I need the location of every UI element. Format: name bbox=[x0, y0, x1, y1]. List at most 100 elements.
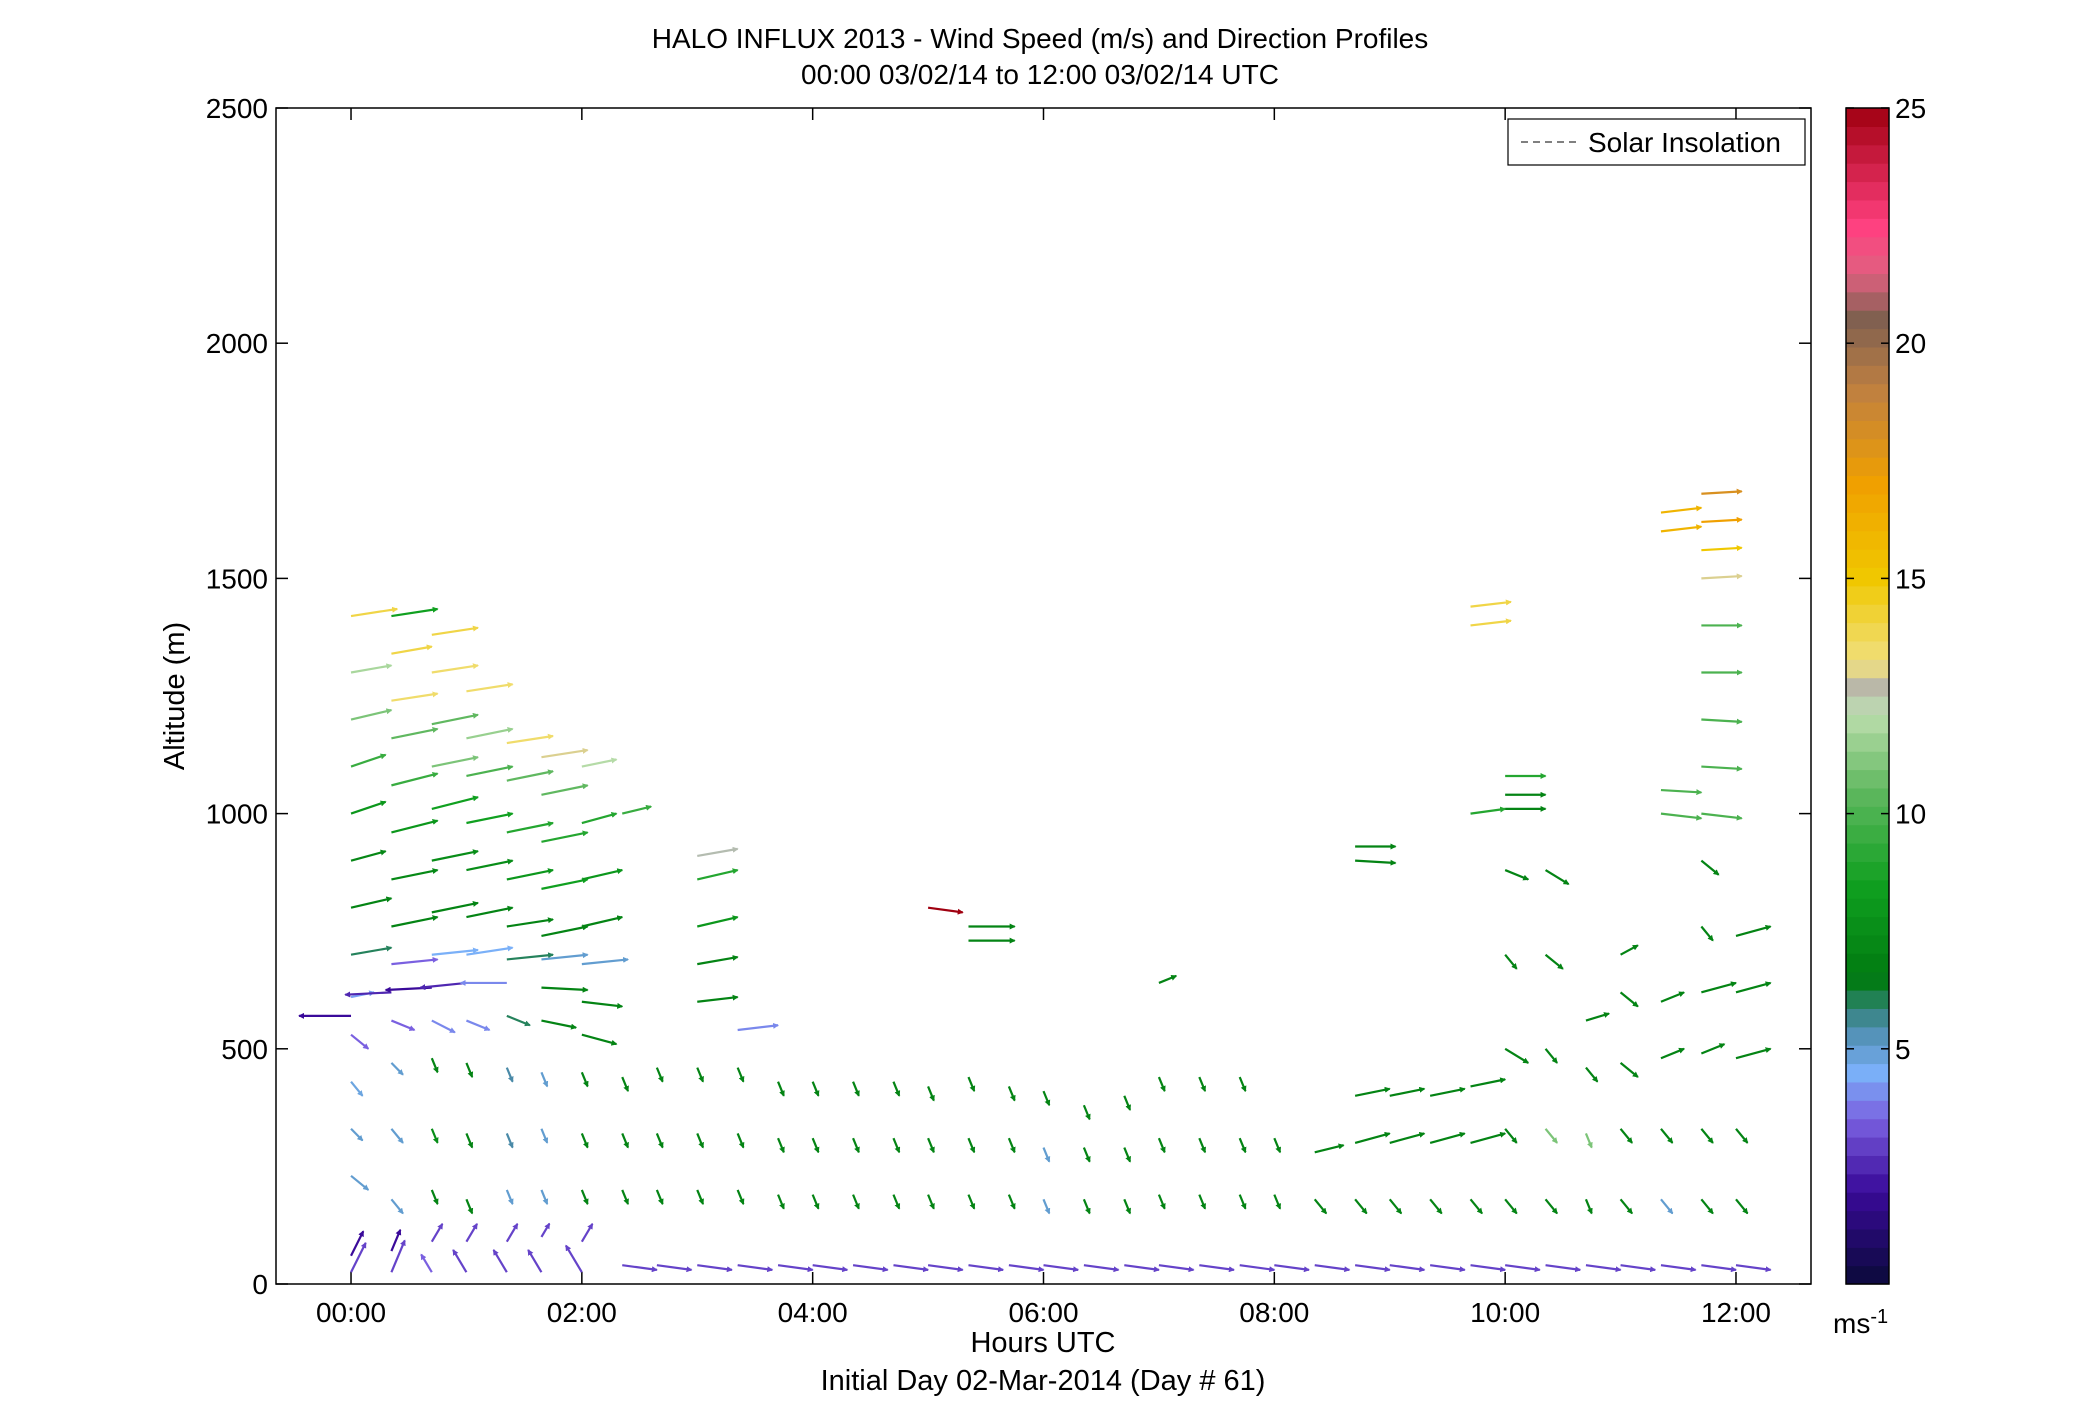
wind-vector bbox=[1701, 516, 1743, 524]
wind-vector bbox=[967, 1194, 976, 1210]
y-axis: 0 500 1000 1500 2000 2500 bbox=[206, 93, 1811, 1300]
wind-vector bbox=[1354, 1198, 1368, 1215]
wind-vector bbox=[1545, 1264, 1582, 1273]
colorbar-band bbox=[1846, 971, 1889, 991]
wind-vector bbox=[777, 1137, 785, 1154]
colorbar-band bbox=[1846, 144, 1889, 164]
wind-vector bbox=[391, 915, 439, 928]
wind-vector bbox=[621, 1076, 630, 1093]
wind-vector bbox=[1354, 1264, 1391, 1273]
wind-vector bbox=[506, 1014, 531, 1027]
wind-vector bbox=[1388, 1198, 1403, 1215]
wind-vector bbox=[466, 682, 514, 693]
wind-vector bbox=[1701, 981, 1737, 994]
colorbar-band bbox=[1846, 622, 1889, 642]
wind-vector bbox=[390, 1239, 406, 1273]
wind-vector bbox=[737, 1022, 780, 1032]
wind-vector bbox=[541, 986, 589, 993]
colorbar-band bbox=[1846, 585, 1889, 605]
wind-vector bbox=[1429, 1264, 1466, 1273]
wind-vector bbox=[430, 1128, 439, 1144]
wind-vector bbox=[811, 1081, 820, 1097]
y-tick-label: 2500 bbox=[206, 93, 268, 124]
y-axis-label: Altitude (m) bbox=[159, 622, 191, 770]
wind-vector bbox=[506, 952, 554, 961]
colorbar-band bbox=[1846, 181, 1889, 201]
wind-vector bbox=[1619, 1128, 1633, 1144]
wind-vector bbox=[1124, 1264, 1160, 1273]
wind-vector bbox=[391, 868, 439, 881]
wind-vector bbox=[1007, 1086, 1016, 1102]
wind-vector bbox=[1158, 1264, 1195, 1273]
wind-vector bbox=[580, 1133, 589, 1149]
wind-vector bbox=[1504, 1198, 1518, 1215]
wind-vector bbox=[466, 945, 514, 956]
wind-vector bbox=[655, 1067, 664, 1083]
colorbar-band bbox=[1846, 806, 1889, 826]
wind-vector bbox=[1157, 1076, 1166, 1093]
wind-vector bbox=[1701, 1264, 1737, 1273]
x-tick-label: 08:00 bbox=[1239, 1297, 1309, 1328]
legend-entry-solar-insolation: Solar Insolation bbox=[1588, 127, 1781, 158]
x-tick-label: 10:00 bbox=[1470, 1297, 1540, 1328]
wind-vector bbox=[466, 858, 514, 872]
chart-title-line2: 00:00 03/02/14 to 12:00 03/02/14 UTC bbox=[801, 59, 1279, 90]
colorbar-band bbox=[1846, 916, 1889, 936]
wind-vector bbox=[1082, 1104, 1091, 1121]
wind-vector bbox=[350, 1174, 370, 1191]
wind-vector bbox=[1544, 953, 1564, 970]
wind-vector bbox=[777, 1264, 814, 1273]
wind-vector bbox=[390, 1198, 404, 1215]
wind-vector bbox=[1504, 1128, 1518, 1144]
wind-vector bbox=[1701, 718, 1743, 725]
colorbar-band bbox=[1846, 677, 1889, 697]
wind-vector bbox=[1470, 599, 1512, 608]
wind-vector bbox=[466, 811, 514, 825]
wind-vector bbox=[927, 1086, 935, 1102]
wind-vector bbox=[419, 981, 467, 991]
wind-vector bbox=[1273, 1194, 1282, 1210]
wind-vector bbox=[492, 1249, 508, 1273]
wind-vector bbox=[1735, 1198, 1749, 1215]
wind-vector bbox=[1157, 1137, 1166, 1154]
colorbar-unit: ms-1 bbox=[1833, 1306, 1888, 1339]
wind-vector bbox=[1584, 1198, 1593, 1215]
colorbar-band bbox=[1846, 1081, 1889, 1101]
wind-vector bbox=[622, 1264, 658, 1273]
colorbar-band bbox=[1846, 787, 1889, 807]
colorbar-band bbox=[1846, 1100, 1889, 1120]
wind-vector bbox=[1042, 1090, 1051, 1107]
wind-vector bbox=[1735, 1128, 1749, 1144]
wind-vector bbox=[431, 947, 479, 956]
wind-vector bbox=[892, 1194, 901, 1210]
colorbar-band bbox=[1846, 218, 1889, 238]
wind-vector bbox=[466, 726, 514, 740]
wind-vector bbox=[1701, 573, 1743, 580]
wind-vector bbox=[581, 1033, 618, 1046]
colorbar-band bbox=[1846, 751, 1889, 771]
wind-vector bbox=[1660, 991, 1685, 1003]
wind-vector bbox=[696, 1067, 705, 1083]
wind-vector bbox=[1700, 1128, 1714, 1144]
y-tick-label: 1500 bbox=[206, 563, 268, 594]
wind-vector bbox=[696, 1189, 705, 1205]
colorbar-band bbox=[1846, 732, 1889, 752]
colorbar-band bbox=[1846, 567, 1889, 587]
colorbar-tick-label: 25 bbox=[1895, 93, 1926, 124]
wind-vector bbox=[1082, 1147, 1091, 1163]
wind-vector bbox=[812, 1264, 849, 1273]
wind-vector bbox=[1314, 1143, 1345, 1154]
wind-vector bbox=[697, 994, 739, 1003]
colorbar-band bbox=[1846, 990, 1889, 1009]
wind-vector bbox=[350, 800, 387, 815]
wind-vector bbox=[541, 924, 589, 937]
wind-vector bbox=[927, 1264, 964, 1273]
colorbar-band bbox=[1846, 1192, 1889, 1212]
wind-vector bbox=[390, 1062, 404, 1076]
y-tick-label: 500 bbox=[221, 1034, 268, 1065]
colorbar-band bbox=[1846, 1118, 1889, 1138]
wind-vector bbox=[452, 1249, 468, 1273]
wind-vector bbox=[1585, 1066, 1599, 1083]
wind-vector bbox=[1007, 1137, 1016, 1154]
wind-vector bbox=[736, 1067, 745, 1083]
